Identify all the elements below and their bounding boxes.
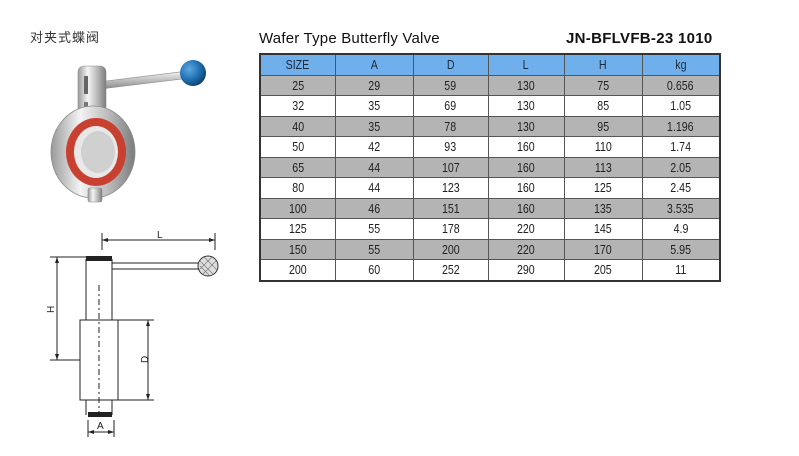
- table-cell: 4.9: [641, 218, 721, 240]
- table-cell: 46: [334, 197, 414, 219]
- table-cell: 0.656: [641, 74, 721, 96]
- table-row: 125 55 178 220 145 4.9: [259, 218, 721, 240]
- table-cell: 75: [563, 74, 643, 96]
- column-header: SIZE: [259, 53, 336, 76]
- column-header: L: [487, 53, 565, 76]
- table-cell: 1.74: [641, 136, 721, 158]
- product-title: Wafer Type Butterfly Valve: [259, 30, 440, 47]
- table-cell: 35: [334, 95, 414, 117]
- table-cell: 59: [412, 74, 489, 96]
- table-cell: 2.45: [641, 177, 721, 199]
- table-cell: 110: [563, 136, 643, 158]
- table-row: 200 60 252 290 205 11: [259, 259, 721, 281]
- table-cell: 145: [563, 218, 643, 240]
- table-cell: 130: [487, 115, 565, 137]
- table-cell: 290: [487, 259, 565, 281]
- table-cell: 160: [487, 156, 565, 178]
- table-cell: 220: [487, 238, 565, 260]
- table-cell: 42: [334, 136, 414, 158]
- table-cell: 3.535: [641, 197, 721, 219]
- table-cell: 160: [487, 177, 565, 199]
- table-cell: 200: [259, 259, 336, 281]
- model-number: JN-BFLVFB-23 1010: [566, 30, 713, 47]
- table-row: 40 35 78 130 95 1.196: [259, 115, 721, 137]
- table-cell: 78: [412, 115, 489, 137]
- table-cell: 150: [259, 238, 336, 260]
- table-cell: 113: [563, 156, 643, 178]
- table-cell: 205: [563, 259, 643, 281]
- table-cell: 100: [259, 197, 336, 219]
- table-cell: 50: [259, 136, 336, 158]
- table-cell: 32: [259, 95, 336, 117]
- table-cell: 95: [563, 115, 643, 137]
- table-cell: 135: [563, 197, 643, 219]
- table-cell: 29: [334, 74, 414, 96]
- table-cell: 65: [259, 156, 336, 178]
- table-row: 50 42 93 160 110 1.74: [259, 136, 721, 158]
- spec-table: SIZE A D L H kg 25 29 59 130 75 0.656 32 35 69 1…: [259, 53, 721, 282]
- table-cell: 1.05: [641, 95, 721, 117]
- dimension-drawing: L H D A: [46, 230, 219, 437]
- label-L: L: [157, 230, 163, 241]
- table-cell: 2.05: [641, 156, 721, 178]
- table-cell: 55: [334, 218, 414, 240]
- valve-photo: [50, 60, 206, 203]
- table-cell: 170: [563, 238, 643, 260]
- table-cell: 80: [259, 177, 336, 199]
- column-header: D: [412, 53, 489, 76]
- table-cell: 60: [334, 259, 414, 281]
- table-cell: 1.196: [641, 115, 721, 137]
- column-header: A: [334, 53, 414, 76]
- label-H: H: [46, 306, 57, 313]
- table-cell: 130: [487, 95, 565, 117]
- table-cell: 125: [563, 177, 643, 199]
- table-row: 25 29 59 130 75 0.656: [259, 74, 721, 96]
- table-cell: 40: [259, 115, 336, 137]
- table-cell: 55: [334, 238, 414, 260]
- label-A: A: [97, 421, 104, 432]
- table-cell: 130: [487, 74, 565, 96]
- table-cell: 85: [563, 95, 643, 117]
- table-cell: 252: [412, 259, 489, 281]
- table-cell: 35: [334, 115, 414, 137]
- table-cell: 69: [412, 95, 489, 117]
- table-cell: 44: [334, 177, 414, 199]
- table-header-row: SIZE A D L H kg: [259, 53, 721, 76]
- table-row: 65 44 107 160 113 2.05: [259, 156, 721, 178]
- table-cell: 25: [259, 74, 336, 96]
- chinese-title: 对夹式蝶阀: [30, 31, 101, 46]
- table-row: 100 46 151 160 135 3.535: [259, 197, 721, 219]
- table-cell: 123: [412, 177, 489, 199]
- table-cell: 125: [259, 218, 336, 240]
- table-cell: 107: [412, 156, 489, 178]
- table-cell: 11: [641, 259, 721, 281]
- table-cell: 220: [487, 218, 565, 240]
- table-row: 32 35 69 130 85 1.05: [259, 95, 721, 117]
- table-cell: 160: [487, 136, 565, 158]
- table-cell: 44: [334, 156, 414, 178]
- column-header: kg: [641, 53, 721, 76]
- table-row: 150 55 200 220 170 5.95: [259, 238, 721, 260]
- table-cell: 151: [412, 197, 489, 219]
- table-cell: 178: [412, 218, 489, 240]
- table-cell: 93: [412, 136, 489, 158]
- label-D: D: [140, 356, 151, 363]
- table-cell: 5.95: [641, 238, 721, 260]
- table-cell: 160: [487, 197, 565, 219]
- table-row: 80 44 123 160 125 2.45: [259, 177, 721, 199]
- table-cell: 200: [412, 238, 489, 260]
- column-header: H: [563, 53, 643, 76]
